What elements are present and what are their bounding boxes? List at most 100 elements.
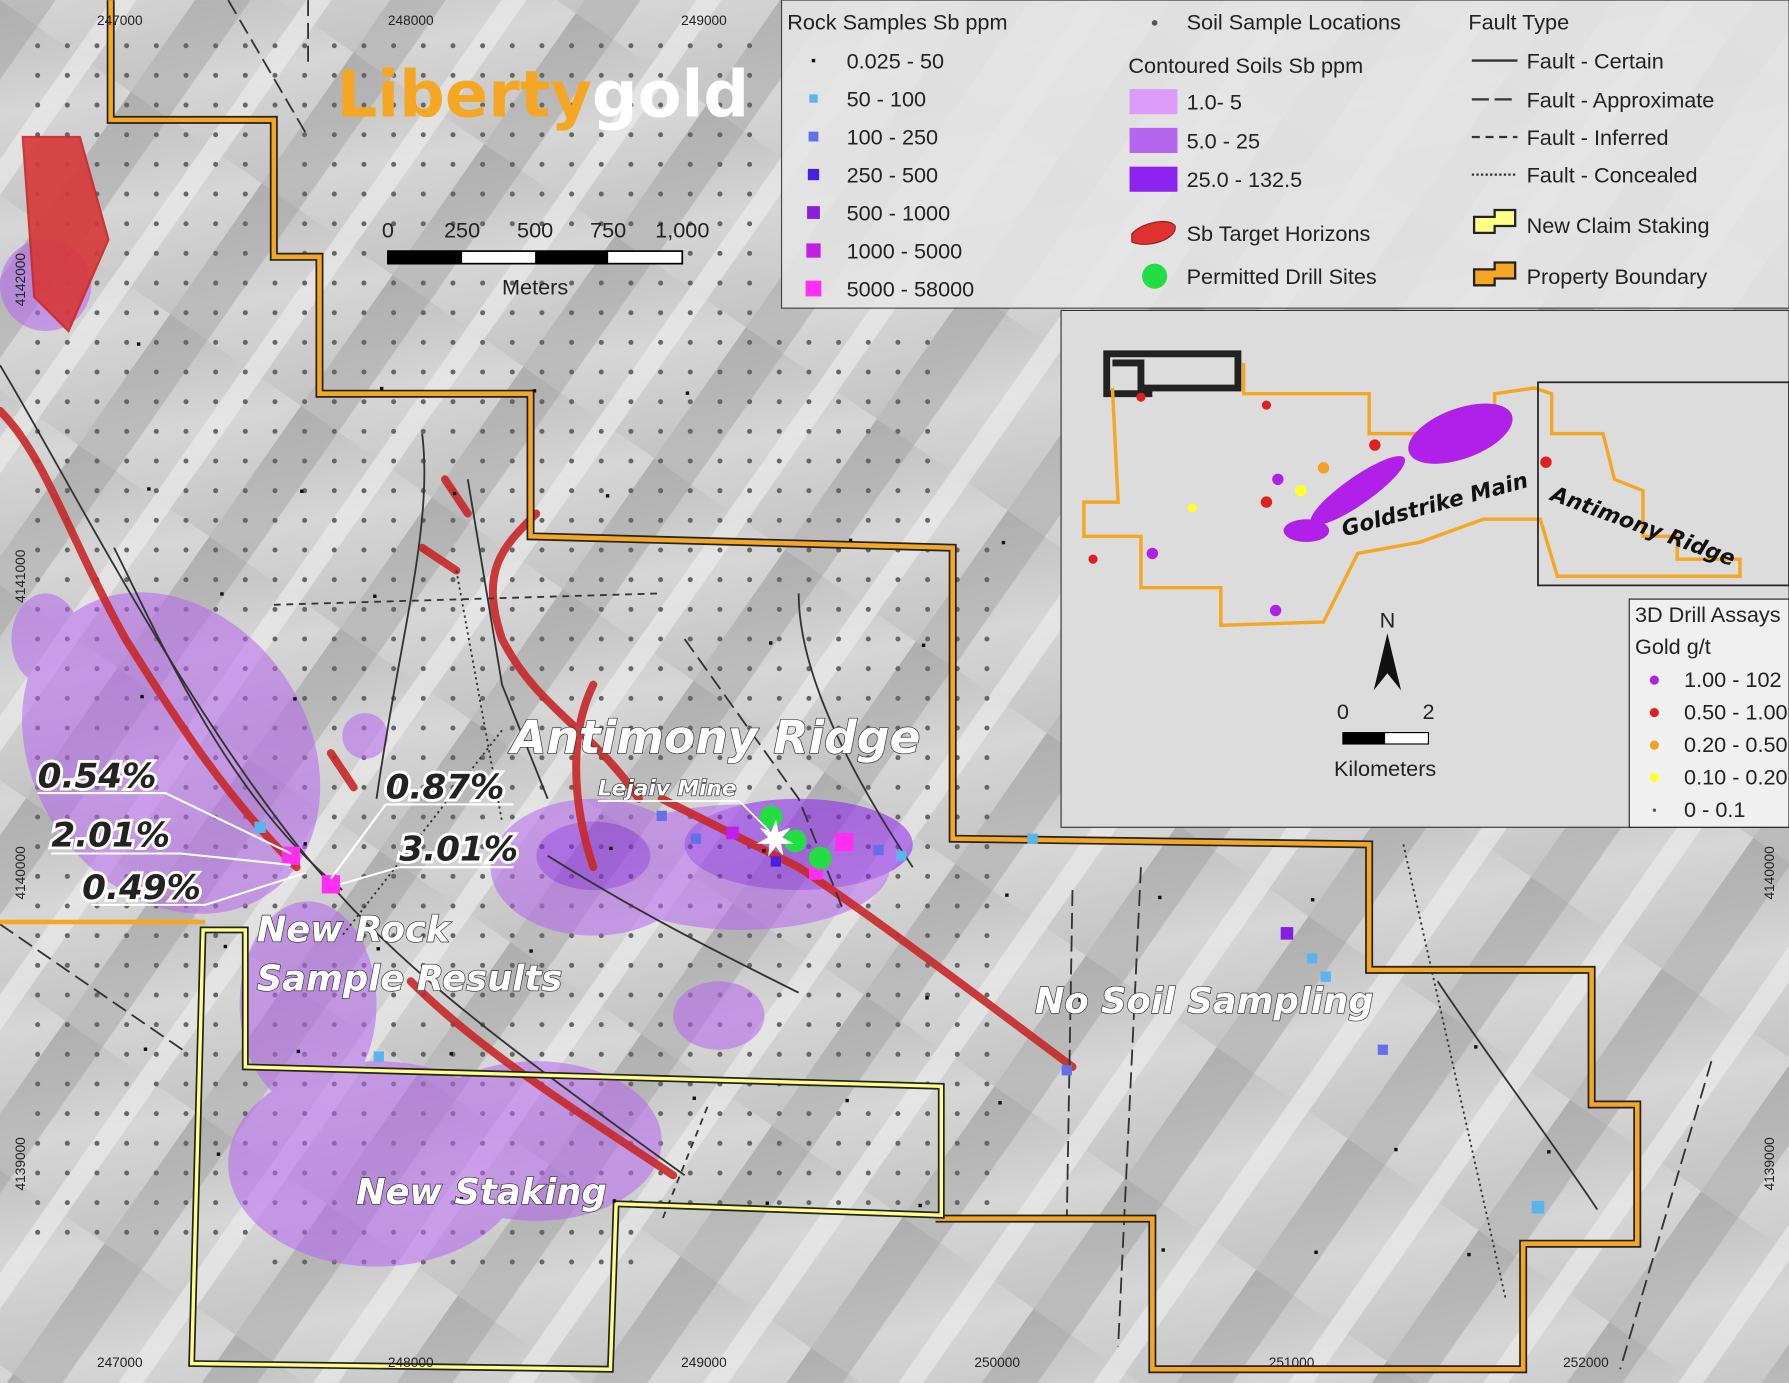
soil-dot — [272, 903, 278, 909]
soil-dot — [776, 458, 782, 464]
soil-dot — [925, 339, 931, 345]
soil-dot — [806, 755, 812, 761]
soil-dot — [776, 992, 782, 998]
soil-dot — [331, 844, 337, 850]
soil-dot — [865, 903, 871, 909]
soil-dot — [420, 1022, 426, 1028]
soil-legend-label: 25.0 - 132.5 — [1187, 167, 1303, 192]
soil-dot — [687, 577, 693, 583]
soil-dot — [717, 1170, 723, 1176]
soil-dot — [480, 1051, 486, 1057]
soil-dot — [124, 250, 130, 256]
soil-dot — [776, 962, 782, 968]
soil-dot — [450, 1259, 456, 1265]
soil-dot — [213, 458, 219, 464]
soil-dot — [183, 1081, 189, 1087]
soil-dot — [658, 191, 664, 197]
soil-dot — [687, 221, 693, 227]
soil-dot — [213, 1170, 219, 1176]
soil-dot — [717, 933, 723, 939]
assay-legend-dot — [1649, 708, 1659, 718]
soil-dot — [480, 369, 486, 375]
soil-dot — [954, 844, 960, 850]
soil-dot — [124, 43, 130, 49]
soil-dot — [569, 1051, 575, 1057]
soil-dot — [242, 1081, 248, 1087]
soil-dot — [509, 1259, 515, 1265]
tick-left-y: 4139000 — [13, 1137, 28, 1191]
soil-dot — [628, 310, 634, 316]
soil-dot — [183, 72, 189, 78]
legend-drill-sites: Permitted Drill Sites — [1187, 264, 1377, 289]
soil-dot — [509, 161, 515, 167]
soil-dot — [925, 428, 931, 434]
soil-dot — [539, 191, 545, 197]
soil-dot — [925, 1051, 931, 1057]
inset-drill-assays — [1088, 392, 1552, 617]
soil-dot — [124, 132, 130, 138]
soil-dot — [865, 517, 871, 523]
soil-dot — [450, 517, 456, 523]
soil-dot — [509, 695, 515, 701]
soil-dot — [361, 695, 367, 701]
soil-dot — [569, 636, 575, 642]
soil-dot — [124, 1170, 130, 1176]
soil-dot — [836, 784, 842, 790]
assay-title: 3D Drill Assays — [1635, 602, 1781, 627]
soil-dot — [865, 755, 871, 761]
soil-dot — [836, 458, 842, 464]
soil-dot — [213, 606, 219, 612]
soil-dot — [391, 161, 397, 167]
soil-dot — [361, 517, 367, 523]
rock-sample — [896, 850, 907, 861]
soil-dot — [865, 606, 871, 612]
assay-legend-dot — [1649, 773, 1659, 783]
soil-dot — [747, 132, 753, 138]
soil-dot — [35, 1140, 41, 1146]
soil-dot — [183, 399, 189, 405]
soil-dot — [925, 577, 931, 583]
soil-dot — [865, 369, 871, 375]
soil-dot — [480, 844, 486, 850]
soil-dot — [747, 606, 753, 612]
soil-dot — [64, 1081, 70, 1087]
soil-dot — [717, 310, 723, 316]
soil-dot — [658, 132, 664, 138]
soil-dot — [391, 458, 397, 464]
soil-dot — [747, 784, 753, 790]
soil-dot — [628, 666, 634, 672]
soil-dot — [35, 547, 41, 553]
soil-dot — [776, 606, 782, 612]
soil-dot — [480, 636, 486, 642]
soil-dot — [539, 458, 545, 464]
soil-dot — [331, 102, 337, 108]
rock-sample — [918, 1203, 922, 1208]
soil-dot — [361, 369, 367, 375]
soil-dot — [836, 606, 842, 612]
rock-sample — [1078, 998, 1082, 1002]
soil-dot — [331, 458, 337, 464]
soil-dot — [213, 933, 219, 939]
soil-dot — [658, 547, 664, 553]
soil-dot — [124, 992, 130, 998]
soil-dot — [509, 755, 515, 761]
soil-dot — [717, 1140, 723, 1146]
soil-dot — [391, 280, 397, 286]
soil-dot — [272, 1259, 278, 1265]
soil-dot — [302, 1259, 308, 1265]
soil-dot — [747, 1111, 753, 1117]
soil-dot — [391, 992, 397, 998]
soil-dot — [153, 102, 159, 108]
soil-dot — [539, 755, 545, 761]
soil-dot — [925, 784, 931, 790]
soil-dot — [94, 310, 100, 316]
soil-dot — [806, 695, 812, 701]
soil-dot — [747, 72, 753, 78]
soil-dot — [776, 1022, 782, 1028]
soil-dot — [569, 1259, 575, 1265]
soil-dot — [94, 1022, 100, 1028]
soil-dot — [153, 339, 159, 345]
soil-dot — [391, 725, 397, 731]
soil-dot — [480, 1259, 486, 1265]
soil-dot — [420, 784, 426, 790]
